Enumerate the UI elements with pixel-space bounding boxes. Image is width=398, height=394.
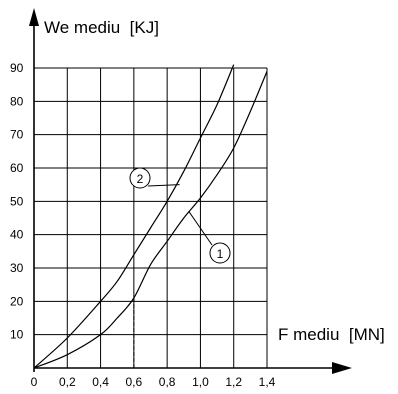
- x-tick-label: 1,2: [225, 375, 242, 389]
- series-line-2: [33, 64, 235, 369]
- y-tick-label: 20: [10, 294, 24, 308]
- grid: [34, 67, 268, 368]
- y-tick-label: 90: [10, 61, 24, 75]
- tick-labels: 0 0,2 0,4 0,6 0,8 1,0 1,2 1,4 10 20 30 40 50 60 70 80 90: [10, 61, 276, 389]
- y-tick-label: 80: [10, 94, 24, 108]
- x-tick-label: 1,0: [192, 375, 209, 389]
- y-tick-label: 40: [10, 228, 24, 242]
- x-axis-arrow: [332, 362, 352, 374]
- series: [33, 64, 268, 369]
- x-tick-label: 0,8: [159, 375, 176, 389]
- x-tick-label: 0,6: [126, 375, 143, 389]
- y-tick-label: 70: [10, 128, 24, 142]
- annotation-circle: [209, 242, 231, 264]
- annotation-circle: [129, 167, 151, 189]
- annotation-label: 1: [217, 247, 224, 261]
- x-tick-label: 1,4: [259, 375, 276, 389]
- y-tick-label: 60: [10, 161, 24, 175]
- y-axis-arrow: [29, 8, 39, 26]
- x-axis-title: F mediu [MN]: [278, 325, 385, 344]
- y-tick-label: 50: [10, 194, 24, 208]
- annotations: 21: [129, 167, 231, 264]
- annotation-leader: [188, 211, 213, 246]
- x-tick-label: 0,4: [92, 375, 109, 389]
- x-tick-label: 0: [31, 375, 38, 389]
- y-axis-title: We mediu [KJ]: [44, 18, 159, 37]
- axes: [29, 8, 352, 374]
- x-tick-label: 0,2: [59, 375, 76, 389]
- series-line-1: [33, 71, 268, 369]
- y-tick-label: 30: [10, 261, 24, 275]
- y-tick-label: 10: [10, 328, 24, 342]
- annotation-leader: [147, 184, 180, 187]
- annotation-label: 2: [137, 172, 144, 186]
